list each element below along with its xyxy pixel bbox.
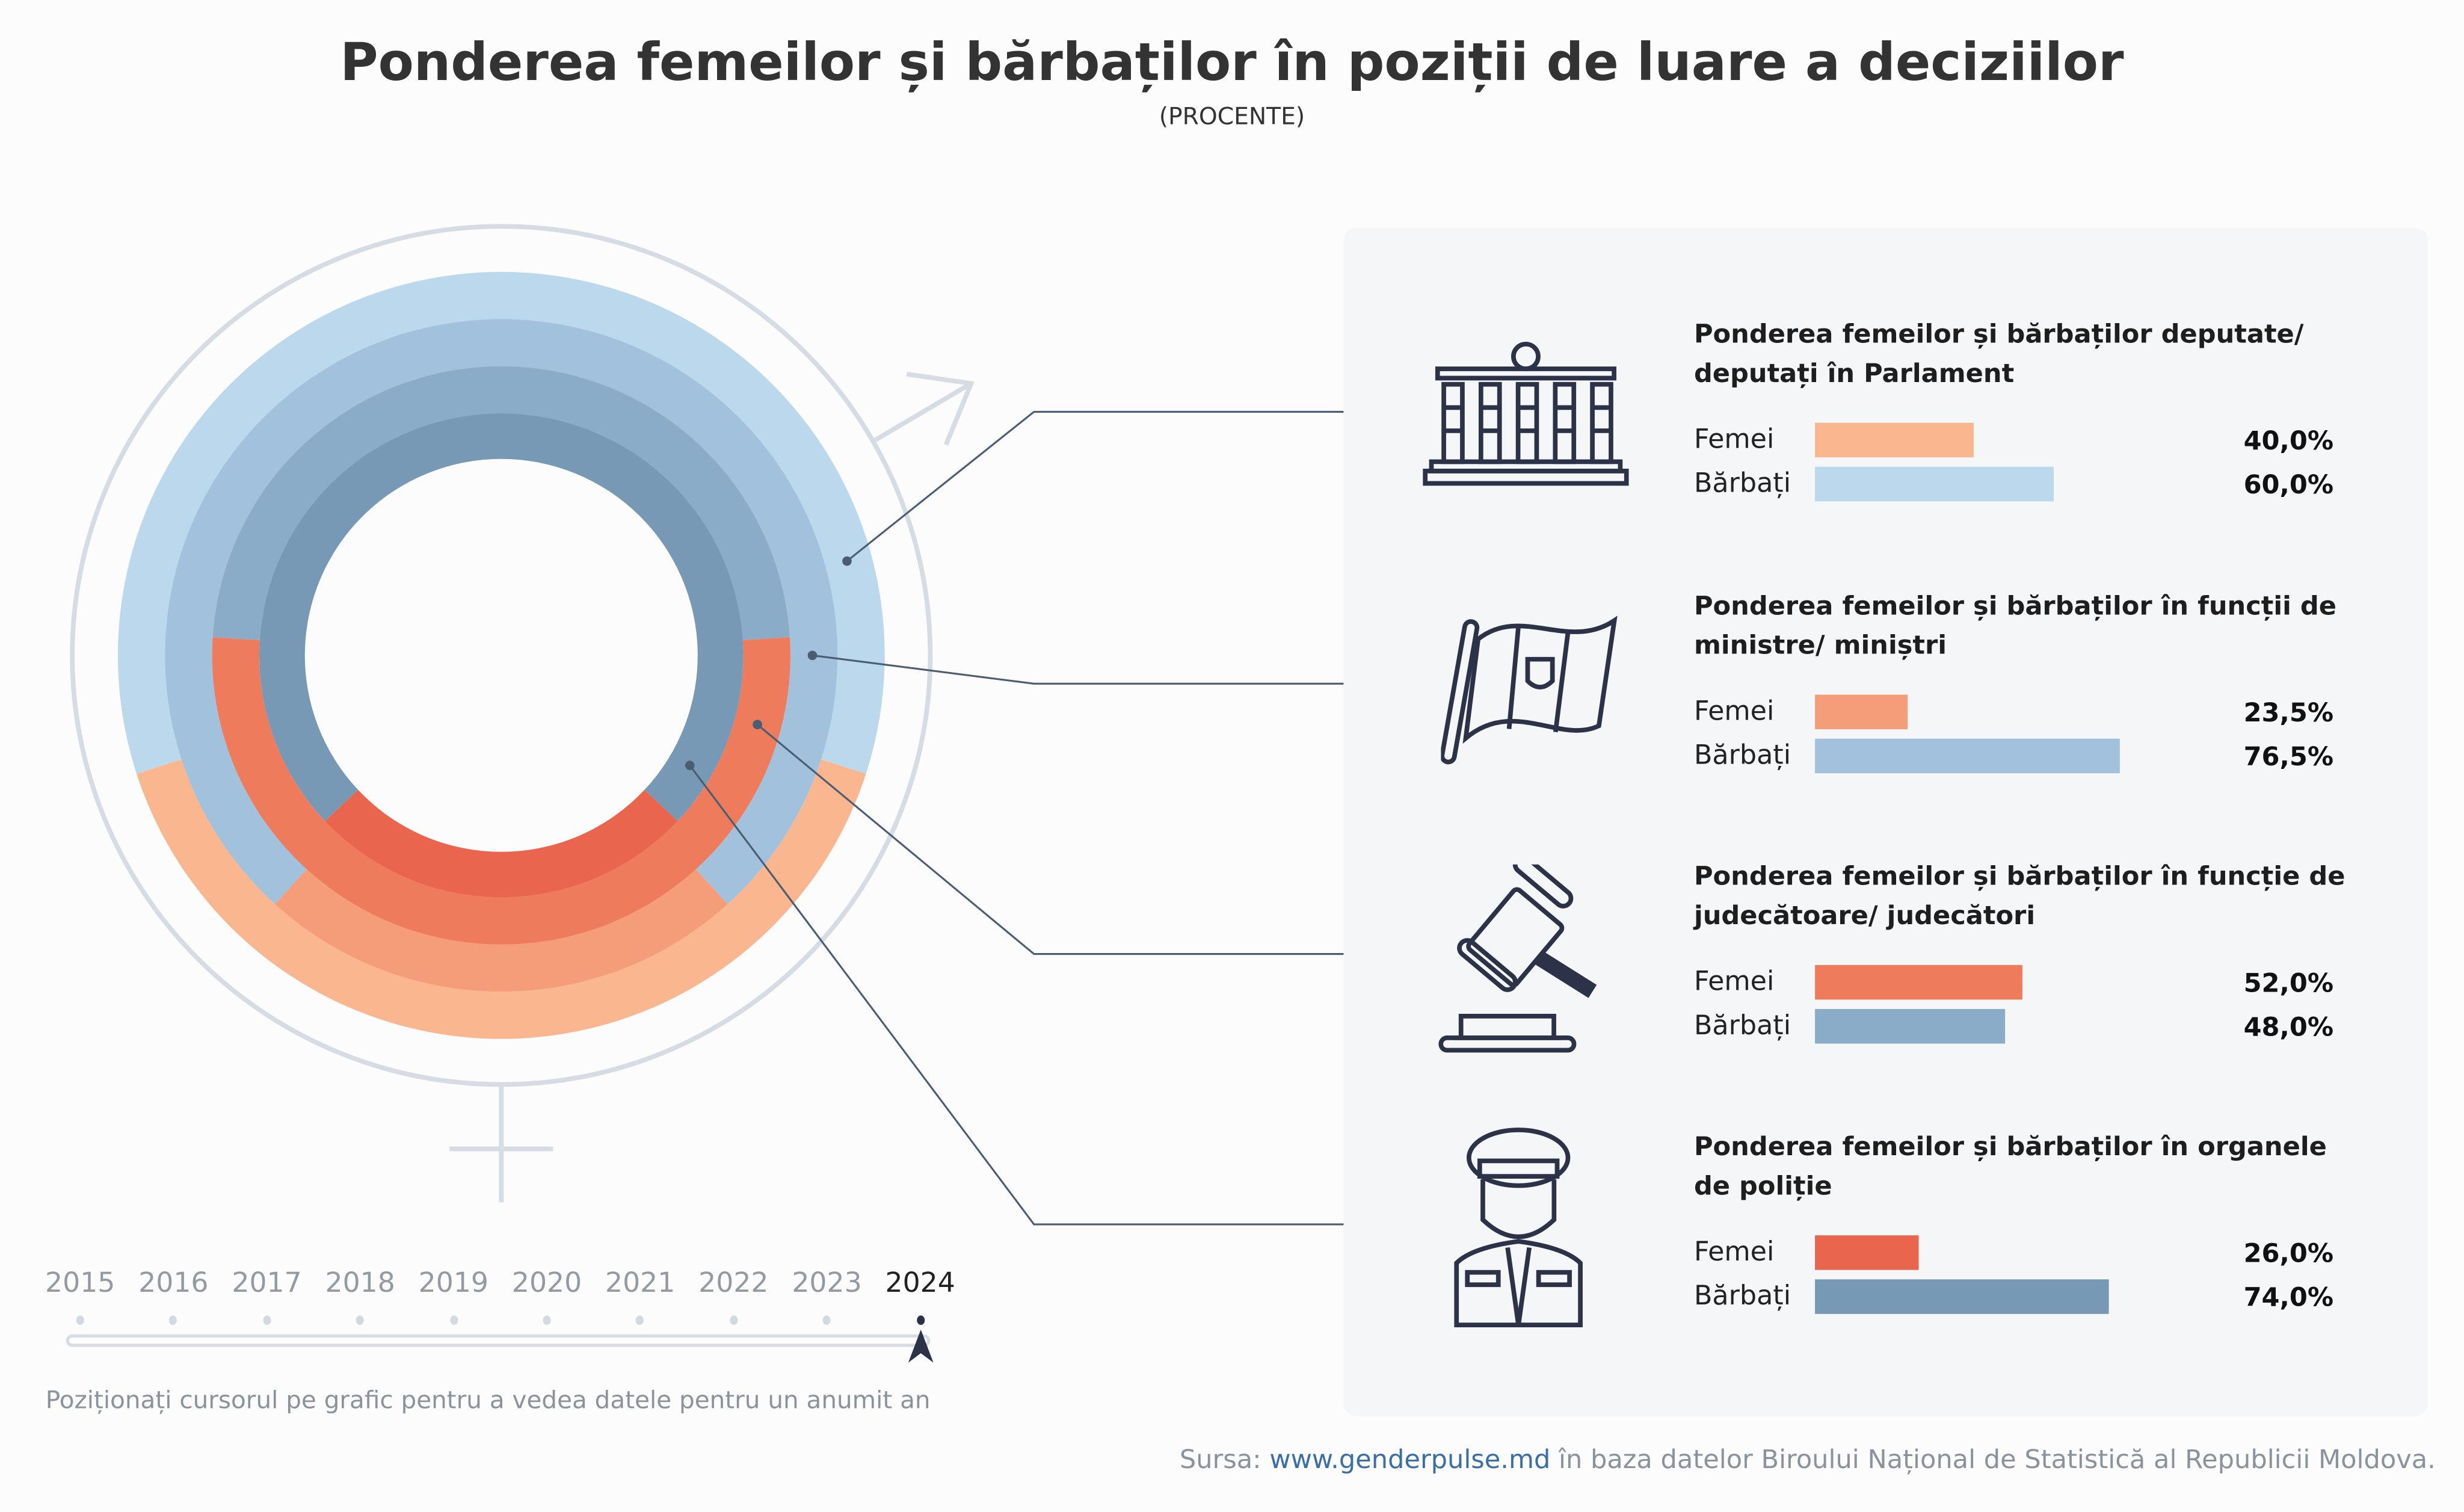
slider-handle-icon[interactable] [908,1329,934,1364]
police-officer-icon [1454,1128,1583,1328]
year-option[interactable]: 2023 [792,1268,862,1300]
male-label: Bărbați [1693,468,1791,500]
male-label: Bărbați [1693,1010,1791,1042]
female-value: 40,0% [2243,425,2334,456]
details-panel: Ponderea femeilor și bărbaților deputate… [1343,227,2428,1416]
leader-line [757,724,1393,955]
source-note: Sursa: www.genderpulse.md în baza datelo… [1180,1445,2436,1475]
ring-segment-female[interactable] [275,869,728,992]
ring-segment-female[interactable] [325,789,678,898]
leader-dot [685,761,695,770]
year-dot[interactable] [636,1315,644,1325]
female-value: 23,5% [2243,697,2334,728]
male-bar[interactable] [1815,1279,2110,1314]
male-symbol-icon [874,371,975,446]
ring-segment-female[interactable] [137,759,866,1039]
year-dot[interactable] [76,1315,84,1325]
year-option[interactable]: 2015 [45,1268,116,1300]
year-dot[interactable] [916,1315,925,1325]
male-bar[interactable] [1815,1009,2006,1044]
female-value: 26,0% [2243,1238,2334,1269]
male-value: 60,0% [2243,470,2334,500]
male-bar[interactable] [1815,466,2054,502]
gavel-icon [1438,864,1597,1053]
flag-icon [1441,616,1618,765]
year-option[interactable]: 2020 [511,1268,582,1300]
female-symbol-icon [449,1084,553,1203]
source-link[interactable]: www.genderpulse.md [1269,1444,1551,1475]
year-option[interactable]: 2018 [325,1268,395,1300]
year-option[interactable]: 2022 [698,1268,769,1300]
year-dot[interactable] [729,1315,738,1325]
year-option[interactable]: 2024 [885,1268,955,1300]
year-dot[interactable] [822,1315,831,1325]
leader-dot [807,650,818,661]
year-slider-track[interactable] [66,1334,931,1347]
male-label: Bărbați [1693,740,1791,772]
year-dot[interactable] [169,1315,177,1325]
category-title: Ponderea femeilor și bărbaților deputate… [1693,319,2304,389]
female-label: Femei [1693,1236,1775,1269]
leader-line [689,765,1393,1226]
ring-segment-male[interactable] [165,319,838,904]
year-dot[interactable] [449,1315,458,1325]
female-bar[interactable] [1815,422,1974,458]
female-bar[interactable] [1815,964,2022,1000]
timeline-hint: Poziționați cursorul pe grafic pentru a … [45,1386,931,1415]
leader-line [846,410,1393,562]
male-value: 74,0% [2243,1282,2334,1313]
female-label: Femei [1693,696,1775,728]
male-value: 48,0% [2243,1012,2334,1042]
ring-segment-female[interactable] [212,637,790,945]
page-subtitle: (PROCENTE) [1159,102,1305,131]
leader-dot [753,720,762,730]
year-dot[interactable] [543,1315,551,1325]
year-dot[interactable] [263,1315,271,1325]
year-option[interactable]: 2016 [138,1268,209,1300]
category-title: Ponderea femeilor și bărbaților în funcț… [1693,591,2337,661]
source-prefix: Sursa: [1179,1444,1270,1475]
female-label: Femei [1693,966,1775,998]
female-bar[interactable] [1815,694,1909,730]
leader-dot [842,556,852,566]
category-title: Ponderea femeilor și bărbaților în organ… [1693,1131,2327,1201]
page-title: Ponderea femeilor și bărbaților în poziț… [340,31,2124,93]
male-bar[interactable] [1815,738,2119,774]
year-dot[interactable] [356,1315,365,1325]
leader-line [812,654,1393,685]
donut-chart[interactable] [0,0,1414,1512]
male-value: 76,5% [2243,741,2334,772]
parliament-building-icon [1423,341,1629,486]
year-option[interactable]: 2019 [418,1268,489,1300]
male-label: Bărbați [1693,1280,1791,1313]
source-suffix: în baza datelor Biroului Național de Sta… [1550,1444,2436,1475]
female-bar[interactable] [1815,1235,1918,1270]
ring-segment-male[interactable] [259,413,744,821]
ring-segment-male[interactable] [212,366,790,641]
year-option[interactable]: 2017 [232,1268,302,1300]
year-option[interactable]: 2021 [605,1268,676,1300]
female-label: Femei [1693,424,1775,456]
female-value: 52,0% [2243,968,2334,998]
category-title: Ponderea femeilor și bărbaților în funcț… [1693,861,2345,931]
